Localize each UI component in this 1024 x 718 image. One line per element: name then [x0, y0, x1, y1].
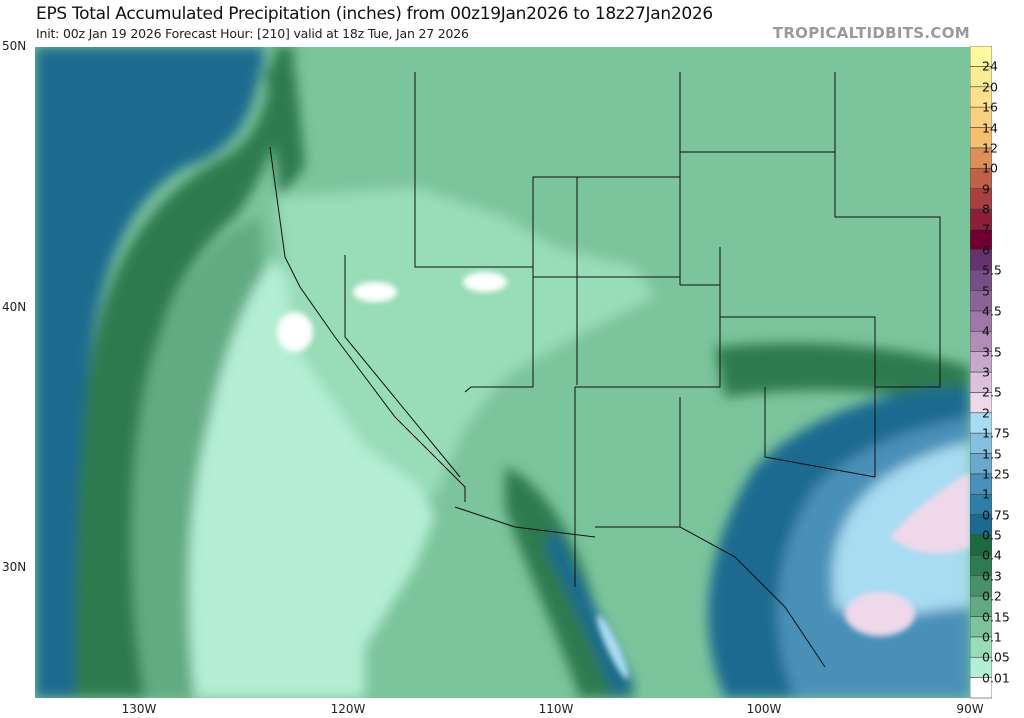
- colorbar-label: 2: [982, 405, 990, 421]
- colorbar-label: 1.25: [982, 466, 1010, 482]
- lon-label-90w: 90W: [956, 702, 984, 716]
- ocean-very-light-area: [188, 257, 435, 698]
- lon-label-130w: 130W: [121, 702, 157, 716]
- colorbar-label: 5.5: [982, 262, 1002, 278]
- colorbar-label: 1.5: [982, 446, 1002, 461]
- colorbar-label: 12: [982, 140, 998, 156]
- precipitation-map: [35, 47, 970, 698]
- plains-borders: [679, 72, 941, 478]
- nevada-dry-area: [353, 282, 397, 302]
- ocean-moderate-band: [75, 47, 295, 698]
- colorbar-label: 24: [982, 58, 998, 74]
- colorbar-label: 0.4: [982, 547, 1002, 563]
- cascades-wet-area: [265, 67, 305, 197]
- colorbar-label: 6: [982, 242, 990, 258]
- great-basin-light-area: [275, 187, 655, 497]
- colorbar-label: 20: [982, 79, 998, 95]
- colorbar: [970, 46, 992, 699]
- colorbar-label: 0.5: [982, 527, 1002, 543]
- colorbar-swatch: [970, 46, 992, 67]
- utah-dry-area: [463, 272, 507, 292]
- lon-label-120w: 120W: [330, 702, 366, 716]
- colorbar-label: 10: [982, 160, 998, 176]
- colorbar-label: 3.5: [982, 344, 1002, 360]
- colorbar-label: 4: [982, 323, 990, 339]
- map-subtitle: Init: 00z Jan 19 2026 Forecast Hour: [21…: [36, 26, 469, 41]
- colorbar-label: 4.5: [982, 303, 1002, 319]
- southwest-borders: [454, 387, 826, 668]
- louisiana-pink-area: [890, 472, 970, 554]
- colorbar-label: 0.3: [982, 568, 1002, 584]
- west-coast-line: [269, 146, 466, 502]
- colorbar-label: 0.05: [982, 649, 1010, 665]
- colorbar-label: 16: [982, 99, 998, 115]
- colorbar-label: 0.15: [982, 609, 1010, 624]
- colorbar-label: 14: [982, 120, 998, 135]
- california-dry-area: [277, 312, 313, 352]
- colorbar-label: 5: [982, 283, 990, 298]
- colorbar-label: 1: [982, 486, 990, 502]
- colorbar-label: 0.75: [982, 507, 1010, 523]
- ocean-heavy-band: [35, 47, 265, 698]
- colorbar-label: 9: [982, 181, 990, 197]
- colorbar-label: 7: [982, 221, 990, 237]
- lat-label-30n: 30N: [2, 560, 27, 574]
- colorbar-label: 0.1: [982, 629, 1002, 645]
- lon-label-110w: 110W: [538, 702, 574, 716]
- state-lines: [344, 72, 721, 478]
- colorbar-label: 8: [982, 201, 990, 217]
- plains-wet-band: [715, 343, 970, 407]
- state-borders: [269, 72, 941, 668]
- colorbar-label: 1.75: [982, 425, 1010, 441]
- colorbar-label: 2.5: [982, 384, 1002, 400]
- colorbar-label: 3: [982, 364, 990, 380]
- colorbar-label: 0.01: [982, 670, 1010, 686]
- map-title: EPS Total Accumulated Precipitation (inc…: [36, 4, 713, 24]
- lat-label-50n: 50N: [2, 39, 27, 53]
- mexico-light-blue-area: [597, 615, 629, 679]
- colorbar-label: 0.2: [982, 588, 1002, 604]
- lon-label-100w: 100W: [746, 702, 782, 716]
- lat-label-40n: 40N: [2, 300, 27, 314]
- gulf-pink-area: [845, 592, 915, 636]
- brand-watermark: TROPICALTIDBITS.COM: [772, 24, 970, 42]
